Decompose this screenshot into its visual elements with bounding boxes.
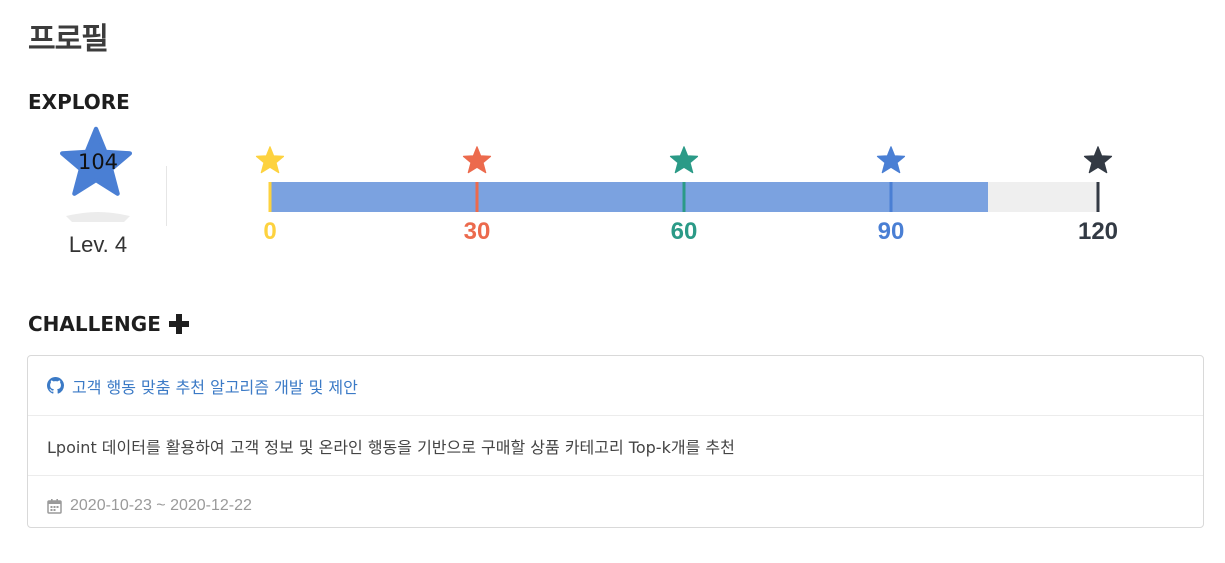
page-title: 프로필	[28, 22, 109, 57]
challenge-date: 2020-10-23 ~ 2020-12-22	[47, 497, 252, 515]
challenge-card-footer: 2020-10-23 ~ 2020-12-22	[28, 476, 1203, 536]
challenge-title-link[interactable]: 고객 행동 맞춤 추천 알고리즘 개발 및 제안	[47, 374, 358, 398]
milestone-star-icon-90	[876, 146, 906, 174]
challenge-date-range: 2020-10-23 ~ 2020-12-22	[70, 497, 252, 514]
milestone-tick-30	[475, 182, 479, 212]
level-star-icon	[60, 126, 132, 196]
milestone-star-icon-120	[1083, 146, 1113, 174]
explore-section-title: EXPLORE	[28, 90, 130, 114]
milestone-tick-90	[889, 182, 893, 212]
challenge-title: 고객 행동 맞춤 추천 알고리즘 개발 및 제안	[72, 377, 358, 397]
calendar-icon	[47, 499, 62, 514]
level-shadow	[66, 212, 130, 222]
plus-icon[interactable]	[168, 314, 189, 334]
challenge-section-title: CHALLENGE	[28, 312, 189, 336]
level-value: 104	[77, 150, 119, 174]
milestone-tick-0	[268, 182, 272, 212]
challenge-card-header: 고객 행동 맞춤 추천 알고리즘 개발 및 제안	[28, 356, 1203, 416]
milestone-label-90: 90	[877, 218, 905, 245]
challenge-title-text: CHALLENGE	[28, 312, 161, 336]
github-icon	[47, 377, 64, 394]
milestone-label-30: 30	[463, 218, 491, 245]
milestone-tick-60	[682, 182, 686, 212]
challenge-description: Lpoint 데이터를 활용하여 고객 정보 및 온라인 행동을 기반으로 구매…	[47, 437, 735, 457]
milestone-tick-120	[1096, 182, 1100, 212]
milestone-label-120: 120	[1077, 218, 1119, 245]
milestone-label-0: 0	[263, 218, 277, 245]
challenge-card-body: Lpoint 데이터를 활용하여 고객 정보 및 온라인 행동을 기반으로 구매…	[28, 416, 1203, 476]
milestone-star-icon-60	[669, 146, 699, 174]
level-divider	[166, 166, 167, 226]
explore-progress: 0 30 60 90 120	[250, 140, 1150, 260]
progress-fill	[270, 182, 988, 212]
milestone-label-60: 60	[670, 218, 698, 245]
milestone-star-icon-0	[255, 146, 285, 174]
level-label: Lev. 4	[68, 232, 128, 257]
milestone-star-icon-30	[462, 146, 492, 174]
challenge-card: 고객 행동 맞춤 추천 알고리즘 개발 및 제안 Lpoint 데이터를 활용하…	[27, 355, 1204, 528]
level-badge: 104 Lev. 4	[56, 126, 140, 266]
